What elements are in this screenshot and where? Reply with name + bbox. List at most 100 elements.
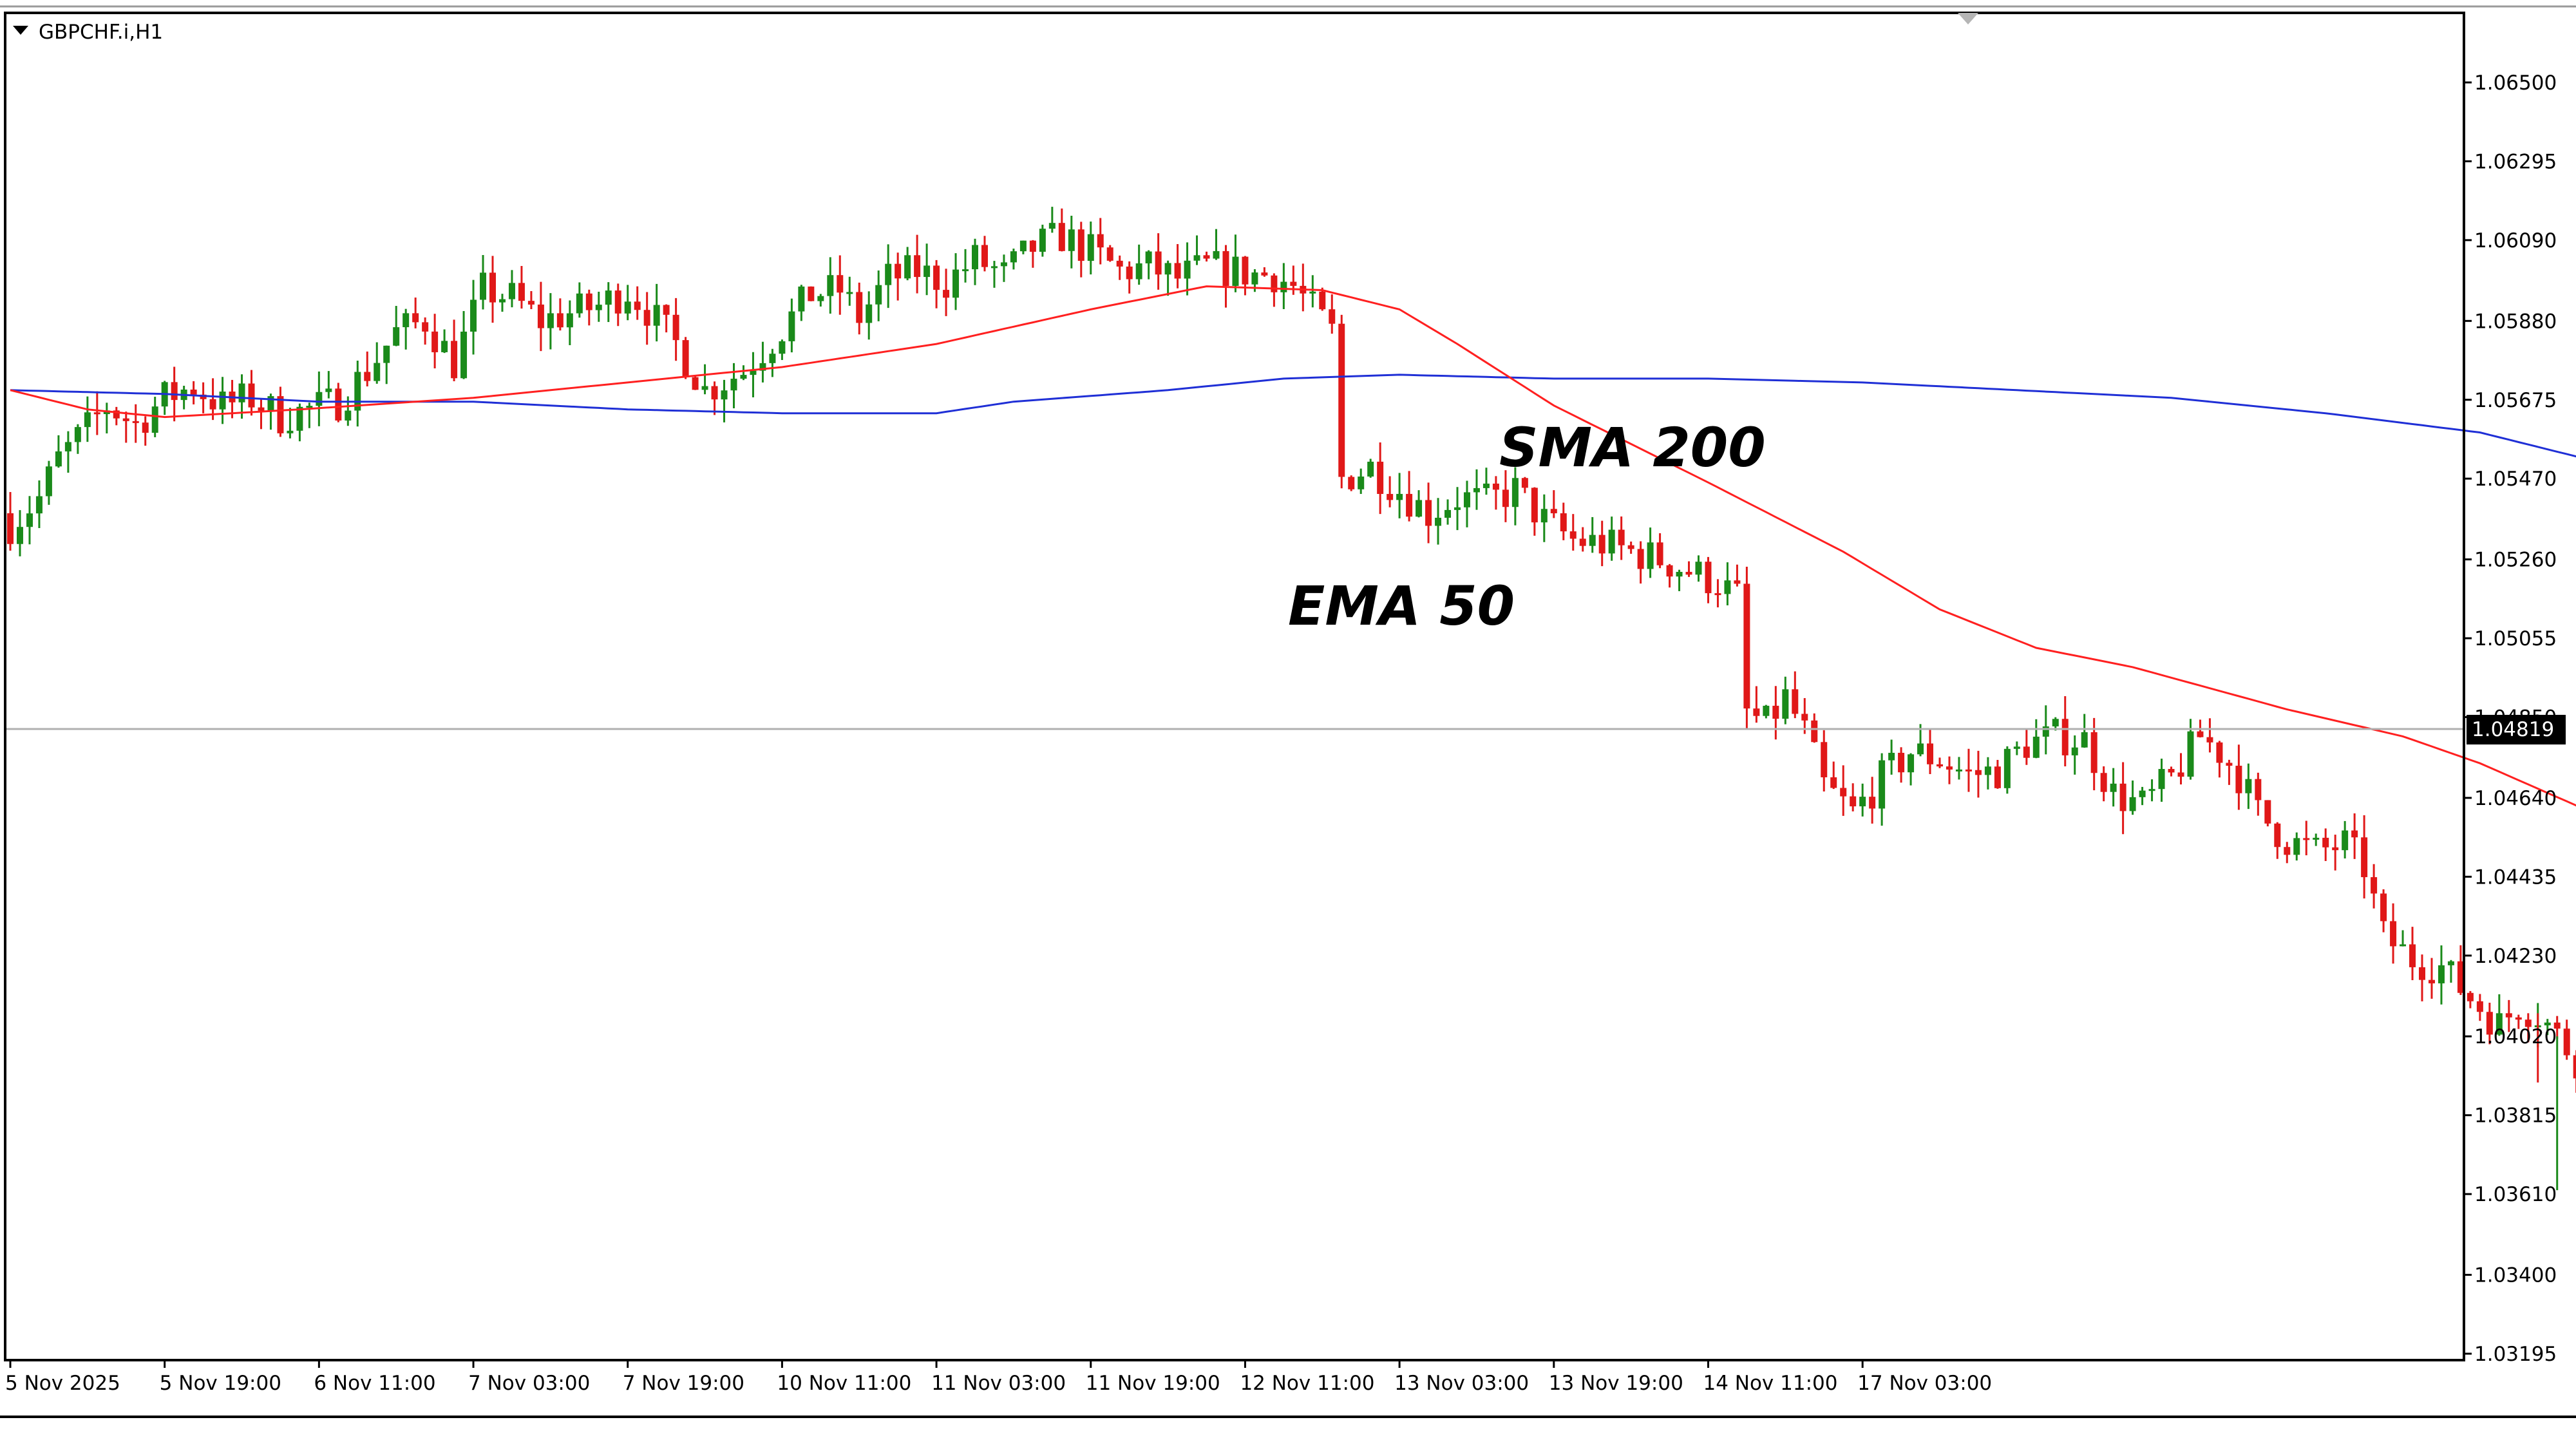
bear-candle	[1550, 509, 1557, 514]
bear-candle	[981, 245, 988, 267]
bull-candle	[798, 286, 805, 312]
bear-candle	[132, 421, 139, 423]
bull-candle	[470, 299, 477, 332]
bear-candle	[2380, 893, 2387, 922]
bear-candle	[258, 407, 265, 411]
bear-candle	[1387, 493, 1394, 500]
bear-candle	[895, 263, 902, 279]
bear-candle	[1406, 493, 1413, 517]
bear-candle	[1975, 770, 1982, 775]
bear-candle	[142, 422, 149, 433]
dropdown-triangle-icon[interactable]	[13, 26, 28, 35]
time-tick-label: 7 Nov 03:00	[468, 1372, 590, 1395]
bear-candle	[1792, 689, 1799, 714]
bull-candle	[2003, 748, 2011, 788]
bear-candle	[431, 331, 439, 352]
bear-candle	[1329, 309, 1336, 324]
bull-candle	[16, 527, 23, 544]
bear-candle	[2515, 1017, 2522, 1020]
price-tick-label: 1.05675	[2474, 389, 2557, 412]
bull-candle	[1019, 240, 1027, 252]
bear-candle	[537, 304, 544, 328]
bull-candle	[508, 283, 515, 299]
bear-candle	[1627, 545, 1634, 549]
bear-candle	[1734, 580, 1741, 584]
bull-candle	[306, 406, 313, 408]
bear-candle	[2100, 773, 2107, 792]
bull-candle	[1068, 229, 1075, 251]
bull-candle	[2139, 790, 2146, 797]
bull-candle	[1280, 281, 1287, 292]
time-tick-label: 5 Nov 19:00	[160, 1372, 281, 1395]
bear-candle	[2553, 1022, 2561, 1029]
time-tick-label: 11 Nov 03:00	[931, 1372, 1066, 1395]
bull-candle	[441, 341, 448, 352]
bull-candle	[1511, 478, 1519, 507]
bull-candle	[904, 255, 911, 279]
bear-candle	[2168, 769, 2175, 773]
indicator-lines-layer	[10, 285, 2576, 807]
candles-layer	[7, 207, 2576, 1191]
bull-candle	[45, 466, 52, 497]
bear-candle	[1106, 247, 1113, 261]
bear-candle	[209, 399, 216, 410]
bear-candle	[2061, 719, 2069, 755]
bear-candle	[1569, 531, 1577, 539]
bear-candle	[1271, 275, 1278, 292]
bull-candle	[827, 275, 834, 296]
bear-candle	[412, 313, 419, 323]
bear-candle	[1821, 742, 1828, 777]
bear-candle	[2476, 1001, 2483, 1012]
bear-candle	[518, 283, 525, 301]
bear-candle	[1869, 797, 1876, 809]
bull-candle	[151, 406, 158, 433]
bear-candle	[614, 290, 621, 314]
bull-candle	[1358, 476, 1365, 489]
bear-candle	[527, 301, 535, 305]
bear-candle	[2409, 944, 2416, 967]
bull-candle	[1048, 223, 1056, 229]
bear-candle	[2428, 980, 2435, 983]
price-tick-label: 1.06500	[2474, 71, 2557, 95]
bear-candle	[1261, 272, 1268, 276]
bull-candle	[296, 406, 303, 431]
bull-candle	[238, 383, 245, 402]
bear-candle	[1637, 549, 1644, 569]
bear-candle	[672, 314, 679, 341]
time-axis[interactable]: 5 Nov 2025 5 Nov 19:00 6 Nov 11:00 7 Nov 03…	[5, 1360, 1992, 1395]
bull-candle	[2013, 746, 2020, 749]
bull-candle	[759, 363, 766, 371]
time-tick-label: 6 Nov 11:00	[314, 1372, 435, 1395]
bull-candle	[769, 354, 776, 363]
bull-candle	[2148, 789, 2155, 791]
bull-candle	[1676, 571, 1683, 577]
bull-candle	[885, 263, 892, 285]
bear-candle	[1203, 255, 1210, 259]
bull-candle	[287, 430, 294, 433]
bear-candle	[1502, 489, 1509, 507]
bull-candle	[2544, 1022, 2551, 1026]
bear-candle	[556, 313, 564, 328]
bull-candle	[1482, 483, 1490, 488]
bear-candle	[1377, 461, 1384, 494]
price-tick-label: 1.05470	[2474, 468, 2557, 491]
bull-candle	[1647, 542, 1654, 569]
bear-candle	[2274, 823, 2281, 848]
bear-candle	[2351, 830, 2358, 838]
bull-candle	[480, 272, 487, 300]
time-tick-label: 17 Nov 03:00	[1857, 1372, 1992, 1395]
bull-candle	[624, 301, 631, 314]
time-tick-label: 7 Nov 19:00	[623, 1372, 744, 1395]
bull-candle	[1984, 766, 1991, 775]
bull-candle	[721, 390, 728, 400]
bull-candle	[35, 496, 43, 514]
bear-candle	[2390, 921, 2397, 947]
bull-candle	[383, 345, 390, 363]
price-tick-label: 1.04435	[2474, 866, 2557, 889]
bear-candle	[2216, 742, 2223, 763]
chart-shift-marker-icon[interactable]	[1958, 13, 1978, 24]
bear-candle	[1685, 571, 1692, 575]
bull-candle	[345, 410, 352, 421]
